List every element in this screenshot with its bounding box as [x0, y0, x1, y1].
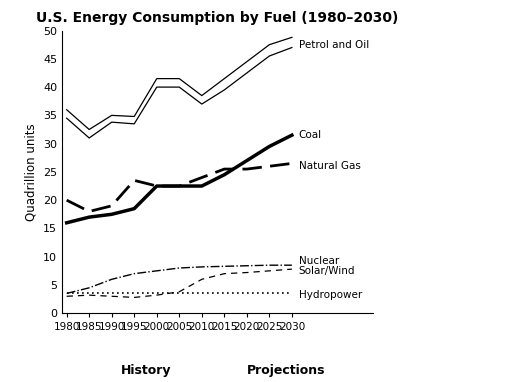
Text: History: History: [121, 364, 171, 377]
Text: Solar/Wind: Solar/Wind: [299, 266, 355, 276]
Text: Hydropower: Hydropower: [299, 290, 362, 300]
Text: Projections: Projections: [247, 364, 325, 377]
Text: Coal: Coal: [299, 130, 322, 140]
Y-axis label: Quadrillion units: Quadrillion units: [25, 123, 38, 221]
Text: Petrol and Oil: Petrol and Oil: [299, 40, 369, 50]
Text: Nuclear: Nuclear: [299, 256, 339, 266]
Text: Natural Gas: Natural Gas: [299, 161, 361, 171]
Title: U.S. Energy Consumption by Fuel (1980–2030): U.S. Energy Consumption by Fuel (1980–20…: [36, 11, 399, 25]
